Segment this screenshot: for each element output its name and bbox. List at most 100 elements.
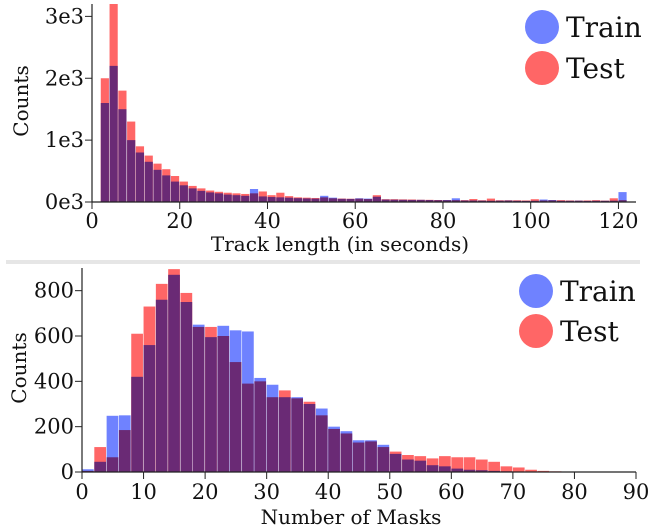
overlap-bar bbox=[340, 433, 353, 472]
overlap-bar bbox=[451, 468, 464, 472]
x-tick-label: 40 bbox=[315, 480, 342, 504]
overlap-bar bbox=[414, 460, 427, 472]
x-tick-label: 10 bbox=[130, 480, 157, 504]
mask-count-histogram: 0 10 20 30 40 50 60 70 80 90 0 200 400 600 800 Number … bbox=[7, 268, 648, 529]
legend-test-label: Test bbox=[560, 315, 619, 348]
overlap-bar bbox=[214, 193, 224, 202]
test-bar bbox=[512, 467, 525, 472]
test-bar bbox=[439, 456, 451, 472]
overlap-bar bbox=[192, 326, 205, 472]
overlap-bar bbox=[223, 194, 232, 202]
test-bar bbox=[486, 198, 496, 202]
x-tick-label: 50 bbox=[376, 480, 403, 504]
overlap-bar bbox=[377, 447, 390, 472]
overlap-bar bbox=[170, 181, 180, 202]
y-tick-label: 200 bbox=[34, 415, 74, 439]
overlap-bar bbox=[197, 190, 206, 202]
overlap-bar bbox=[346, 198, 355, 202]
overlap-bar bbox=[469, 200, 478, 202]
overlap-bar bbox=[144, 161, 153, 202]
overlap-bar bbox=[131, 376, 143, 472]
overlap-bar bbox=[548, 200, 557, 202]
overlap-bar bbox=[106, 457, 119, 472]
overlap-bar bbox=[206, 192, 215, 202]
legend-train-marker bbox=[519, 274, 553, 308]
overlap-bar bbox=[162, 175, 171, 202]
mask-count-legend: Train Test bbox=[519, 274, 636, 348]
test-bar bbox=[94, 447, 107, 472]
legend-test-label: Test bbox=[566, 52, 625, 85]
overlap-bar bbox=[127, 140, 136, 202]
overlap-bar bbox=[249, 193, 259, 202]
overlap-bar bbox=[153, 169, 162, 202]
legend-train-label: Train bbox=[566, 11, 642, 44]
test-bar bbox=[525, 469, 537, 472]
legend-test-marker bbox=[519, 314, 553, 348]
test-bar bbox=[475, 459, 488, 472]
overlap-bar bbox=[460, 200, 469, 202]
legend-train-label: Train bbox=[560, 275, 636, 308]
overlap-bar bbox=[618, 200, 627, 202]
overlap-bar bbox=[557, 200, 566, 202]
overlap-bar bbox=[495, 200, 504, 202]
track-length-x-axis-label: Track length (in seconds) bbox=[211, 232, 469, 256]
overlap-bar bbox=[592, 200, 601, 202]
overlap-bar bbox=[328, 198, 338, 202]
x-tick-label: 0 bbox=[85, 209, 98, 233]
mask-count-tick-labels: 0 10 20 30 40 50 60 70 80 90 0 200 400 600 800 bbox=[34, 279, 648, 504]
overlap-bar bbox=[463, 469, 476, 472]
track-length-legend: Train Test bbox=[525, 10, 642, 85]
overlap-bar bbox=[285, 197, 294, 202]
overlap-bar bbox=[267, 197, 276, 202]
y-tick-label: 400 bbox=[34, 369, 74, 393]
overlap-bar bbox=[143, 345, 156, 472]
x-tick-label: 80 bbox=[561, 480, 588, 504]
x-tick-label: 70 bbox=[500, 480, 527, 504]
x-tick-label: 30 bbox=[253, 480, 280, 504]
test-bar bbox=[451, 457, 464, 472]
overlap-bar bbox=[486, 200, 496, 202]
overlap-bar bbox=[118, 109, 127, 202]
overlap-bar bbox=[337, 198, 346, 202]
track-length-bars bbox=[100, 4, 627, 202]
overlap-bar bbox=[600, 200, 610, 202]
overlap-bar bbox=[311, 198, 320, 202]
overlap-bar bbox=[232, 195, 241, 202]
overlap-bar bbox=[328, 428, 340, 472]
x-tick-label: 20 bbox=[192, 480, 219, 504]
track-length-histogram: 0 20 40 60 80 100 120 0e3 1e3 2e3 3e3 Track length… bbox=[9, 4, 642, 256]
mask-count-axes bbox=[75, 268, 637, 479]
overlap-bar bbox=[390, 199, 399, 202]
overlap-bar bbox=[205, 337, 217, 472]
overlap-bar bbox=[293, 198, 302, 202]
test-bar bbox=[488, 461, 500, 472]
overlap-bar bbox=[513, 200, 522, 202]
x-tick-label: 120 bbox=[598, 209, 638, 233]
x-tick-label: 40 bbox=[254, 209, 281, 233]
overlap-bar bbox=[276, 197, 285, 202]
overlap-bar bbox=[574, 200, 583, 202]
test-bar bbox=[530, 199, 539, 202]
overlap-bar bbox=[426, 465, 439, 472]
overlap-bar bbox=[118, 430, 131, 472]
y-tick-label: 0e3 bbox=[45, 190, 84, 214]
y-tick-label: 0 bbox=[61, 460, 74, 484]
x-tick-label: 0 bbox=[75, 480, 88, 504]
train-bar bbox=[106, 415, 119, 472]
overlap-bar bbox=[320, 197, 329, 202]
test-bar bbox=[463, 457, 476, 472]
overlap-bar bbox=[372, 196, 381, 202]
x-tick-label: 20 bbox=[166, 209, 193, 233]
overlap-bar bbox=[399, 199, 408, 202]
y-tick-label: 600 bbox=[34, 324, 74, 348]
overlap-bar bbox=[389, 453, 402, 472]
overlap-bar bbox=[442, 200, 452, 202]
overlap-bar bbox=[355, 198, 364, 202]
overlap-bar bbox=[565, 200, 574, 202]
overlap-bar bbox=[504, 200, 513, 202]
overlap-bar bbox=[609, 200, 618, 202]
overlap-bar bbox=[266, 397, 279, 472]
overlap-bar bbox=[530, 200, 539, 202]
overlap-bar bbox=[179, 185, 188, 202]
test-bar bbox=[500, 466, 513, 472]
